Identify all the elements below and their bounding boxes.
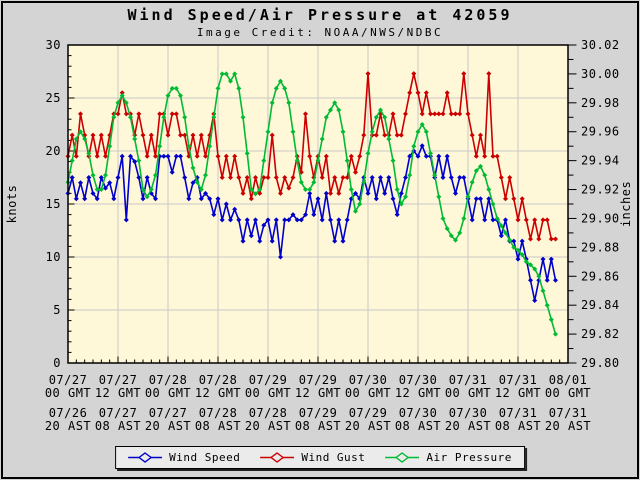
y-left-tick-label: 30: [46, 38, 61, 52]
x-tick-date-gmt: 07/28: [149, 373, 188, 387]
legend-label-wind-speed: Wind Speed: [169, 451, 241, 464]
x-tick-date-gmt: 08/01: [549, 373, 588, 387]
y-left-tick-label: 15: [46, 197, 61, 211]
y-left-tick-label: 5: [53, 303, 61, 317]
x-tick-date-ast: 07/29: [299, 406, 338, 420]
y-right-tick-label: 30.02: [581, 38, 620, 52]
series-line-air-pressure: [67, 73, 557, 335]
chart-title: Wind Speed/Air Pressure at 42059: [127, 6, 513, 24]
x-tick-time-ast: 20 AST: [45, 419, 91, 433]
x-tick-time-gmt: 00 GMT: [145, 386, 191, 400]
legend-label-air-pressure: Air Pressure: [426, 451, 512, 464]
x-tick-time-ast: 08 AST: [495, 419, 541, 433]
x-tick-time-gmt: 12 GMT: [95, 386, 141, 400]
x-tick-time-ast: 20 AST: [545, 419, 591, 433]
legend: Wind Speed Wind Gust Air Pressure: [115, 446, 525, 469]
y-right-tick-label: 29.80: [581, 356, 620, 370]
x-tick-date-ast: 07/29: [349, 406, 388, 420]
x-tick-date-gmt: 07/29: [249, 373, 288, 387]
x-tick-time-gmt: 12 GMT: [495, 386, 541, 400]
x-tick-date-ast: 07/30: [449, 406, 488, 420]
legend-item-wind-gust: Wind Gust: [260, 451, 365, 464]
x-tick-date-ast: 07/27: [99, 406, 138, 420]
y-left-axis-label: knots: [5, 185, 19, 224]
legend-label-wind-gust: Wind Gust: [301, 451, 366, 464]
x-tick-date-gmt: 07/29: [299, 373, 338, 387]
x-tick-time-gmt: 12 GMT: [295, 386, 341, 400]
x-tick-date-gmt: 07/31: [499, 373, 538, 387]
y-right-tick-label: 29.86: [581, 269, 620, 283]
y-right-tick-label: 29.94: [581, 154, 620, 168]
x-tick-date-ast: 07/31: [499, 406, 538, 420]
x-tick-date-gmt: 07/28: [199, 373, 238, 387]
x-tick-date-ast: 07/28: [199, 406, 238, 420]
x-tick-time-ast: 08 AST: [195, 419, 241, 433]
x-tick-date-gmt: 07/30: [349, 373, 388, 387]
x-tick-time-gmt: 12 GMT: [195, 386, 241, 400]
x-tick-time-gmt: 00 GMT: [445, 386, 491, 400]
x-tick-date-gmt: 07/27: [49, 373, 88, 387]
x-tick-time-ast: 20 AST: [245, 419, 291, 433]
y-left-tick-label: 10: [46, 250, 61, 264]
x-tick-time-ast: 08 AST: [295, 419, 341, 433]
x-tick-time-ast: 20 AST: [445, 419, 491, 433]
x-tick-time-gmt: 00 GMT: [245, 386, 291, 400]
series-line-wind-gust: [67, 72, 556, 240]
x-tick-time-gmt: 00 GMT: [345, 386, 391, 400]
wind-speed-line-marker-icon: [128, 452, 163, 463]
y-left-tick-label: 0: [53, 356, 61, 370]
y-right-tick-label: 29.90: [581, 211, 620, 225]
series-line-wind-speed: [67, 144, 557, 302]
x-tick-date-gmt: 07/30: [399, 373, 438, 387]
x-tick-time-gmt: 12 GMT: [395, 386, 441, 400]
x-tick-time-gmt: 00 GMT: [45, 386, 91, 400]
air-pressure-line-marker-icon: [385, 452, 420, 463]
y-right-tick-label: 29.96: [581, 125, 620, 139]
y-right-tick-label: 29.82: [581, 327, 620, 341]
chart-subtitle: Image Credit: NOAA/NWS/NDBC: [196, 26, 444, 39]
plot-frame: [67, 44, 569, 364]
x-tick-date-gmt: 07/31: [449, 373, 488, 387]
wind-gust-line-marker-icon: [260, 452, 295, 463]
y-left-tick-label: 25: [46, 91, 61, 105]
x-tick-date-ast: 07/31: [549, 406, 588, 420]
x-tick-time-ast: 20 AST: [145, 419, 191, 433]
x-tick-date-ast: 07/28: [249, 406, 288, 420]
x-tick-date-ast: 07/27: [149, 406, 188, 420]
x-tick-date-gmt: 07/27: [99, 373, 138, 387]
legend-item-wind-speed: Wind Speed: [128, 451, 240, 464]
series-markers-wind-gust: [65, 71, 558, 242]
y-right-tick-label: 30.00: [581, 67, 620, 81]
y-right-tick-label: 29.88: [581, 240, 620, 254]
y-right-tick-label: 29.98: [581, 96, 620, 110]
x-tick-date-ast: 07/30: [399, 406, 438, 420]
legend-item-air-pressure: Air Pressure: [385, 451, 511, 464]
x-tick-time-ast: 08 AST: [395, 419, 441, 433]
y-right-axis-label: inches: [619, 181, 633, 227]
y-right-tick-label: 29.84: [581, 298, 620, 312]
x-tick-date-ast: 07/26: [49, 406, 88, 420]
x-tick-time-gmt: 00 GMT: [545, 386, 591, 400]
y-left-tick-label: 20: [46, 144, 61, 158]
x-tick-time-ast: 08 AST: [95, 419, 141, 433]
x-tick-time-ast: 20 AST: [345, 419, 391, 433]
y-right-tick-label: 29.92: [581, 183, 620, 197]
